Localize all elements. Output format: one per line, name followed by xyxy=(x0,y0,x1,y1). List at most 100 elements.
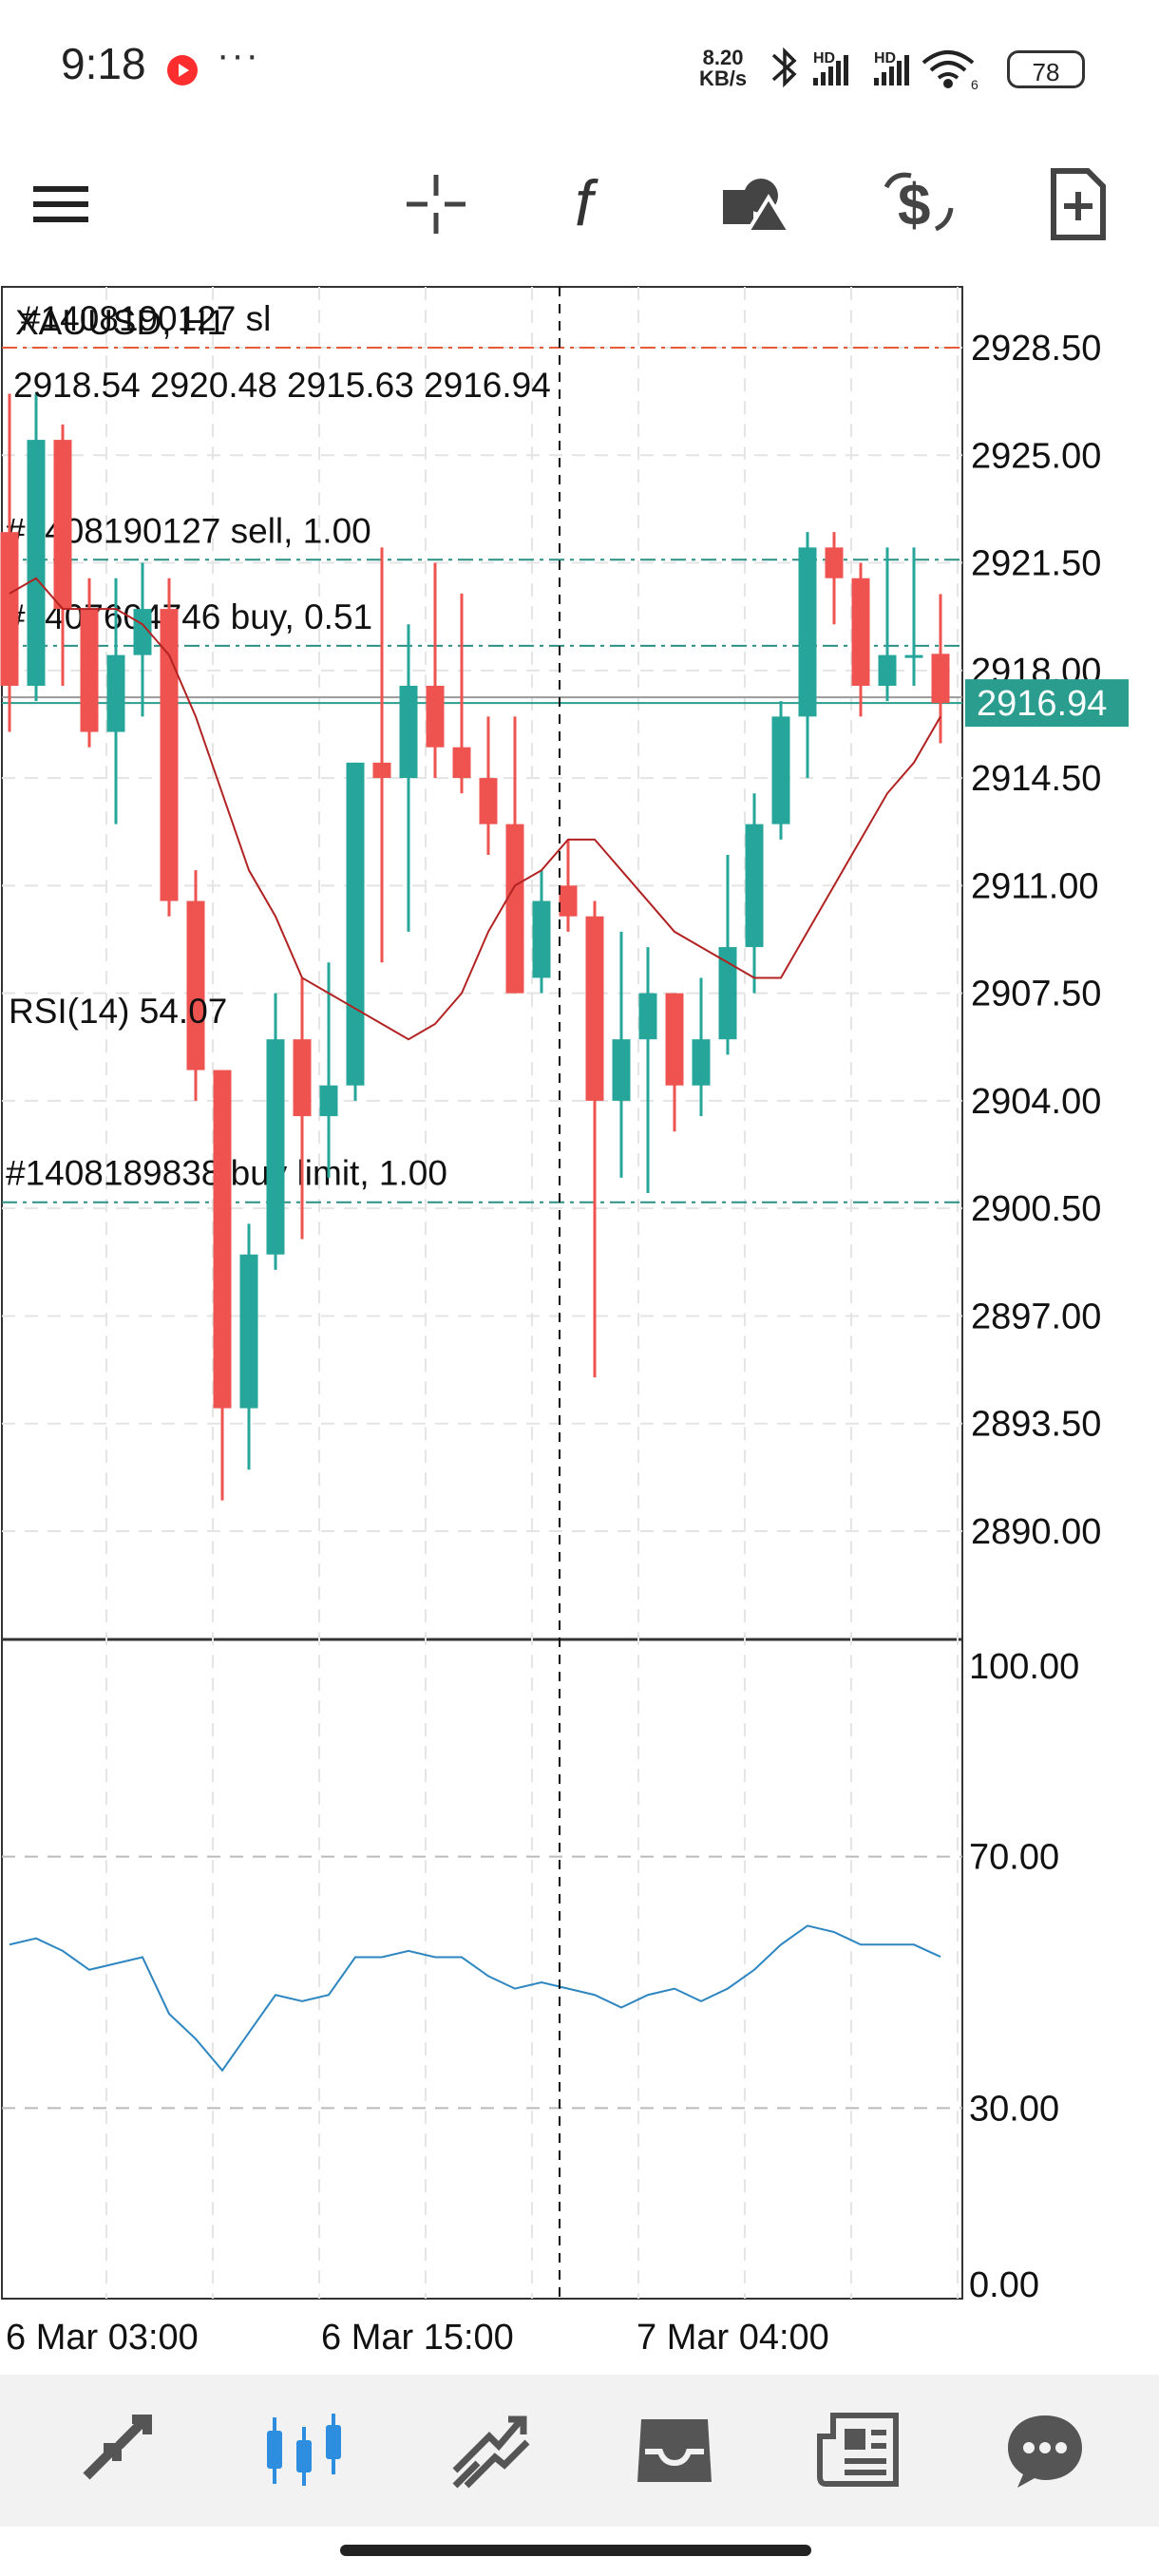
svg-text:f: f xyxy=(575,167,598,239)
new-order-button[interactable] xyxy=(1036,161,1121,247)
candle-body xyxy=(638,993,657,1040)
candle-body xyxy=(612,1039,631,1101)
candle-body xyxy=(931,653,950,704)
chart-icon xyxy=(267,2414,341,2486)
news-icon xyxy=(817,2413,899,2487)
price-axis-label: 2907.50 xyxy=(971,975,1101,1014)
quotes-icon xyxy=(83,2415,152,2480)
candle-body xyxy=(878,654,897,686)
nav-chart[interactable] xyxy=(256,2403,352,2498)
candle-body xyxy=(665,993,684,1086)
symbol-label: XAUUSD, H1 xyxy=(15,303,226,342)
time-axis-label: 6 Mar 03:00 xyxy=(6,2318,199,2356)
time-axis-label: 6 Mar 15:00 xyxy=(321,2318,514,2356)
price-axis-label: 2914.50 xyxy=(971,759,1101,799)
chart-canvas[interactable]: #1408190127 sl#1408190127 sell, 1.00#140… xyxy=(0,285,1159,2358)
nav-quotes[interactable] xyxy=(70,2403,165,2498)
current-price-tag xyxy=(965,679,1129,728)
battery-level: 78 xyxy=(1032,58,1060,86)
status-icons: HD HD 6 xyxy=(771,47,978,92)
hd-signal-icon: HD xyxy=(813,50,848,85)
rsi-axis-label: 30.00 xyxy=(969,2089,1059,2129)
status-bar: 9:18 ··· 8.20 KB/s HD HD 6 78 xyxy=(0,0,1159,133)
bottom-navigation xyxy=(0,2375,1159,2527)
status-time: 9:18 xyxy=(61,39,146,88)
candle-body xyxy=(239,1254,258,1409)
record-icon xyxy=(167,55,198,85)
indicator-f-icon: f xyxy=(575,167,598,239)
moving-average-line xyxy=(9,577,941,1041)
candle-body xyxy=(293,1039,312,1117)
objects-icon xyxy=(723,179,793,234)
svg-text:6: 6 xyxy=(971,77,978,92)
rsi-axis-label: 70.00 xyxy=(969,1838,1059,1878)
chart-area[interactable]: #1408190127 sl #1408190127 sell, 1.00 #140… xyxy=(0,285,1159,2358)
ohlc-label: 2918.54 2920.48 2915.63 2916.94 xyxy=(13,366,551,405)
candle-body xyxy=(319,1085,338,1117)
candle-body xyxy=(186,900,205,1070)
price-axis-label: 2911.00 xyxy=(971,866,1099,906)
crosshair-button[interactable] xyxy=(393,161,479,247)
currency-icon: $ xyxy=(884,172,954,238)
network-speed-value: 8.20 xyxy=(702,46,744,69)
time-axis-label: 7 Mar 04:00 xyxy=(636,2318,829,2356)
svg-text:HD: HD xyxy=(874,50,896,66)
price-axis-label: 2893.50 xyxy=(971,1405,1101,1445)
svg-text:$: $ xyxy=(898,173,930,238)
nav-messages[interactable] xyxy=(998,2403,1092,2498)
menu-button[interactable] xyxy=(19,161,104,247)
candle-body xyxy=(346,762,365,1086)
bluetooth-icon xyxy=(771,47,797,88)
price-axis-label: 2890.00 xyxy=(971,1512,1101,1552)
candle-body xyxy=(80,609,99,732)
rsi-axis-label: 0.00 xyxy=(969,2265,1039,2305)
candle-body xyxy=(825,547,844,578)
svg-text:HD: HD xyxy=(813,50,835,66)
price-axis-label: 2928.50 xyxy=(971,329,1101,369)
candle-body xyxy=(532,900,551,978)
candle-body xyxy=(771,716,790,824)
rsi-label: RSI(14) 54.07 xyxy=(9,992,227,1031)
more-dots-icon: ··· xyxy=(217,34,260,76)
candle-body xyxy=(745,824,764,948)
crosshair-icon xyxy=(407,175,466,234)
candle-body xyxy=(426,686,445,748)
nav-news[interactable] xyxy=(811,2403,906,2498)
current-price-label: 2916.94 xyxy=(977,684,1107,724)
price-axis-label: 2897.00 xyxy=(971,1297,1101,1336)
hd-signal-icon: HD xyxy=(874,50,909,85)
network-speed: 8.20 KB/s xyxy=(699,47,747,89)
rsi-axis-label: 100.00 xyxy=(969,1647,1079,1687)
menu-icon xyxy=(33,186,88,222)
home-indicator[interactable] xyxy=(340,2545,811,2556)
new-order-icon xyxy=(1051,168,1106,240)
candle-body xyxy=(372,762,391,779)
candle-body xyxy=(213,1070,232,1409)
candle-body xyxy=(798,547,817,717)
price-axis-label: 2900.50 xyxy=(971,1189,1101,1229)
nav-trade[interactable] xyxy=(441,2403,536,2498)
candle-body xyxy=(479,778,498,824)
trade-icon xyxy=(452,2415,530,2489)
candle-body xyxy=(266,1039,285,1255)
price-axis-label: 2925.00 xyxy=(971,436,1101,476)
candle-body xyxy=(133,609,152,655)
history-icon xyxy=(637,2419,712,2482)
candle-body xyxy=(160,609,179,901)
candle-body xyxy=(692,1039,711,1086)
candle-body xyxy=(0,532,19,686)
candle-body xyxy=(851,578,870,686)
candle-body xyxy=(106,654,125,732)
currency-button[interactable]: $ xyxy=(876,161,961,247)
price-axis-label: 2921.50 xyxy=(971,544,1101,584)
wifi-6-icon: 6 xyxy=(922,50,978,92)
candle-body xyxy=(585,916,604,1101)
chart-frame xyxy=(1,286,963,2300)
battery-indicator: 78 xyxy=(1007,50,1085,88)
nav-history[interactable] xyxy=(627,2403,722,2498)
indicators-button[interactable]: f xyxy=(553,161,638,247)
price-axis-label: 2904.00 xyxy=(971,1082,1101,1122)
objects-button[interactable] xyxy=(714,161,800,247)
network-speed-unit: KB/s xyxy=(699,66,748,90)
order-label: #1408190127 sl xyxy=(21,299,271,338)
